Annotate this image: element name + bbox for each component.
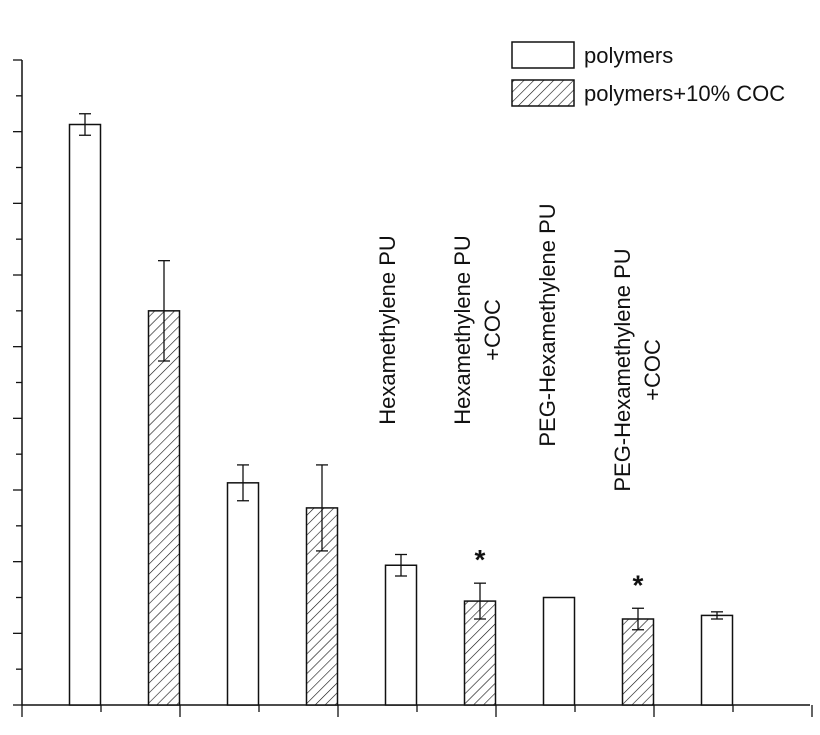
bar-annotation: Hexamethylene PU bbox=[375, 235, 400, 425]
legend-label: polymers+10% COC bbox=[584, 81, 785, 106]
annotation-text: Hexamethylene PU bbox=[450, 235, 475, 425]
bar-annotation: PEG-Hexamethylene PU +COC bbox=[610, 248, 665, 491]
bar-open bbox=[384, 564, 418, 706]
annotation-text: PEG-Hexamethylene PU bbox=[535, 203, 560, 446]
legend: polymers polymers+10% COC bbox=[511, 41, 785, 107]
error-bars bbox=[79, 113, 723, 631]
bar-open bbox=[700, 614, 734, 706]
annotation-text: +COC bbox=[640, 339, 665, 401]
legend-label: polymers bbox=[584, 43, 673, 68]
bar-open bbox=[68, 123, 102, 706]
annotation-text: Hexamethylene PU bbox=[375, 235, 400, 425]
significance-star: * bbox=[633, 569, 644, 600]
annotation-text: PEG-Hexamethylene PU bbox=[610, 248, 635, 491]
bar-hatched bbox=[147, 310, 181, 706]
bar-open bbox=[542, 596, 576, 706]
bar-annotation: Hexamethylene PU +COC bbox=[450, 235, 505, 425]
annotation-text: +COC bbox=[480, 299, 505, 361]
legend-swatch bbox=[511, 79, 575, 107]
legend-swatch bbox=[511, 41, 575, 69]
bar-annotation: PEG-Hexamethylene PU bbox=[535, 203, 560, 446]
bar-hatched bbox=[621, 618, 655, 706]
significance-star: * bbox=[475, 544, 486, 575]
bars bbox=[68, 123, 734, 706]
annotations: Hexamethylene PU Hexamethylene PU +COC PEG-… bbox=[375, 203, 665, 600]
bar-open bbox=[226, 482, 260, 706]
